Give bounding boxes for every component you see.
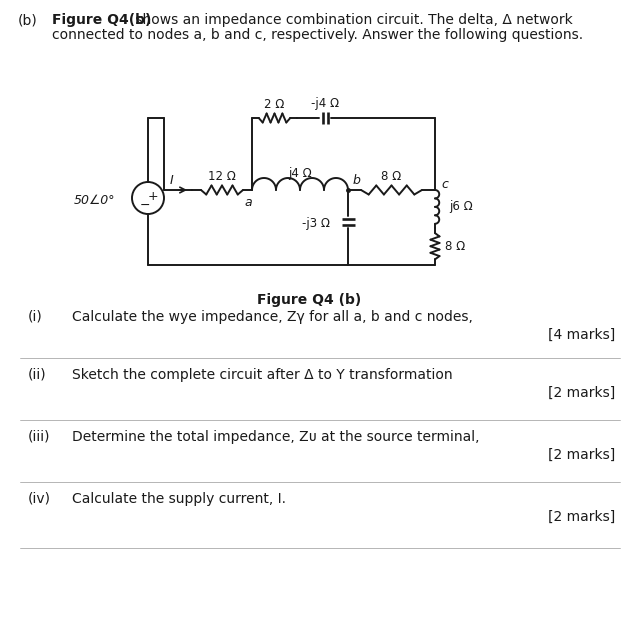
Text: Calculate the supply current, I.: Calculate the supply current, I. bbox=[72, 492, 286, 506]
Text: I: I bbox=[170, 173, 174, 186]
Text: Determine the total impedance, Zᴜ at the source terminal,: Determine the total impedance, Zᴜ at the… bbox=[72, 430, 479, 444]
Text: 12 Ω: 12 Ω bbox=[208, 170, 236, 183]
Text: j6 Ω: j6 Ω bbox=[449, 201, 473, 214]
Text: connected to nodes a, b and c, respectively. Answer the following questions.: connected to nodes a, b and c, respectiv… bbox=[52, 28, 583, 42]
Text: (ii): (ii) bbox=[28, 368, 47, 382]
Text: a: a bbox=[244, 196, 252, 209]
Text: shows an impedance combination circuit. The delta, Δ network: shows an impedance combination circuit. … bbox=[131, 13, 573, 27]
Text: (i): (i) bbox=[28, 310, 43, 324]
Text: 2 Ω: 2 Ω bbox=[264, 98, 285, 111]
Text: (iv): (iv) bbox=[28, 492, 51, 506]
Text: -j3 Ω: -j3 Ω bbox=[302, 217, 330, 230]
Text: (b): (b) bbox=[18, 14, 38, 28]
Text: Figure Q4(b): Figure Q4(b) bbox=[52, 13, 152, 27]
Text: Sketch the complete circuit after Δ to Y transformation: Sketch the complete circuit after Δ to Y… bbox=[72, 368, 452, 382]
Text: [2 marks]: [2 marks] bbox=[548, 510, 615, 524]
Text: +: + bbox=[148, 189, 158, 202]
Text: [2 marks]: [2 marks] bbox=[548, 386, 615, 400]
Text: [2 marks]: [2 marks] bbox=[548, 448, 615, 462]
Text: 8 Ω: 8 Ω bbox=[445, 240, 465, 253]
Text: 8 Ω: 8 Ω bbox=[381, 170, 402, 183]
Text: Figure Q4 (b): Figure Q4 (b) bbox=[257, 293, 362, 307]
Text: b: b bbox=[353, 173, 361, 186]
Text: 50∠0°: 50∠0° bbox=[74, 194, 115, 207]
Text: −: − bbox=[140, 199, 150, 212]
Text: [4 marks]: [4 marks] bbox=[548, 328, 615, 342]
Text: -j4 Ω: -j4 Ω bbox=[311, 97, 339, 110]
Text: j4 Ω: j4 Ω bbox=[288, 167, 312, 180]
Text: c: c bbox=[441, 178, 448, 191]
Text: Calculate the wye impedance, Zγ for all a, b and c nodes,: Calculate the wye impedance, Zγ for all … bbox=[72, 310, 473, 324]
Text: (iii): (iii) bbox=[28, 430, 51, 444]
